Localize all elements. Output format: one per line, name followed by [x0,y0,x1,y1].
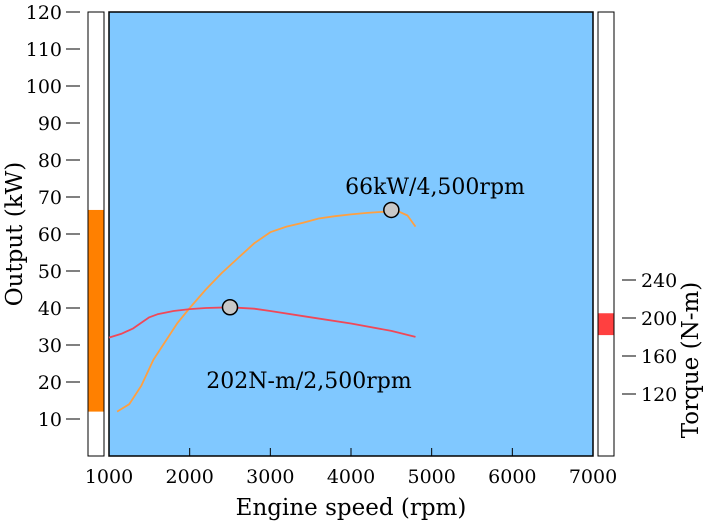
left-tick-label: 90 [38,113,62,135]
x-tick-label: 6000 [488,466,536,488]
torque-range-bar [598,313,614,336]
right-tick-label: 120 [641,384,677,406]
left-tick-label: 70 [38,187,62,209]
torque-peak-marker [221,299,239,316]
torque-scale-bar [597,11,615,457]
left-axis-label: Output (kW) [2,162,28,307]
right-axis-ticks: 120 160 200 240 [622,270,677,406]
plot-area [108,11,594,457]
torque-peak-annotation: 202N-m/2,500rpm [206,369,412,394]
x-tick-label: 1000 [85,466,133,488]
torque-scale-bar-outline [597,11,615,457]
x-tick-label: 3000 [246,466,294,488]
left-tick-label: 120 [26,2,62,24]
left-tick-label: 20 [38,372,62,394]
torque-curve [108,306,416,339]
right-tick-label: 200 [641,308,677,330]
left-tick-label: 10 [38,409,62,431]
right-tick-label: 160 [641,346,677,368]
right-tick-label: 240 [641,270,677,292]
left-tick-label: 110 [26,39,62,61]
left-tick-label: 100 [26,76,62,98]
output-peak-marker [383,201,400,219]
output-scale-bar-outline [87,11,105,457]
x-tick-label: 5000 [407,466,455,488]
left-tick-label: 40 [38,298,62,320]
x-axis-label: Engine speed (rpm) [236,495,467,521]
left-tick-label: 80 [38,150,62,172]
output-range-bar [88,209,104,412]
x-tick-label: 2000 [165,466,213,488]
right-axis-label: Torque (N-m) [678,282,704,439]
left-tick-label: 50 [38,261,62,283]
left-tick-label: 60 [38,224,62,246]
output-peak-annotation: 66kW/4,500rpm [345,175,525,200]
left-tick-label: 30 [38,335,62,357]
marker-layer [221,201,400,316]
x-axis-ticks: 1000 2000 3000 4000 5000 6000 7000 [85,448,617,488]
x-tick-label: 7000 [569,466,617,488]
x-tick-label: 4000 [327,466,375,488]
left-axis-ticks: 10 20 30 40 50 60 70 80 90 100 110 120 [26,2,80,431]
